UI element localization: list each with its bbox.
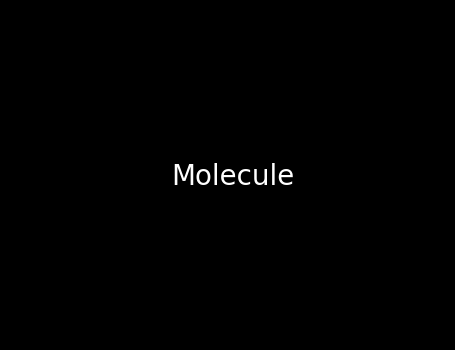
Text: Molecule: Molecule [172, 163, 295, 191]
